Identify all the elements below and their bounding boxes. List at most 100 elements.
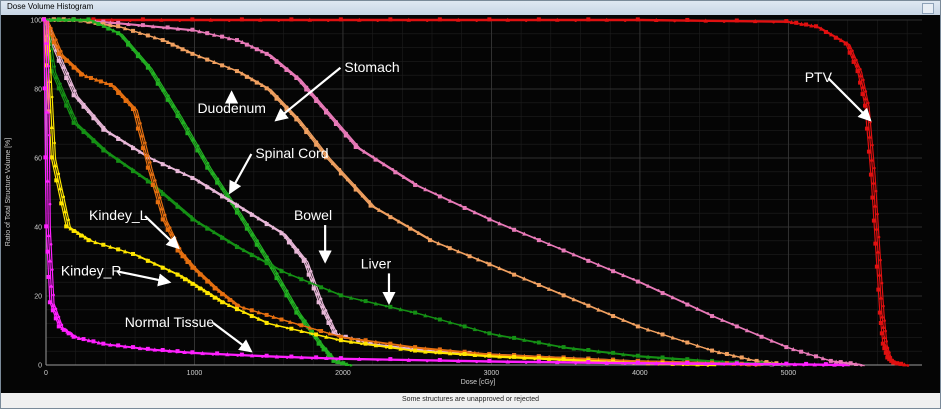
data-marker <box>145 33 149 37</box>
x-tick-label: 2000 <box>335 370 351 377</box>
data-marker <box>178 19 182 22</box>
data-marker <box>81 233 84 237</box>
data-marker <box>635 360 640 365</box>
data-marker <box>318 340 322 343</box>
data-marker <box>862 78 865 82</box>
data-marker <box>284 293 289 298</box>
data-marker <box>68 61 73 66</box>
data-marker <box>185 277 188 281</box>
data-marker <box>706 312 710 315</box>
data-marker <box>50 308 55 313</box>
data-marker <box>43 155 48 160</box>
data-marker <box>47 258 53 263</box>
data-marker <box>175 204 180 209</box>
data-marker <box>411 180 414 184</box>
data-marker <box>219 35 223 39</box>
data-marker <box>195 148 200 153</box>
data-marker <box>508 226 512 229</box>
data-marker <box>249 232 255 237</box>
data-marker <box>657 289 660 292</box>
data-marker <box>891 358 895 362</box>
data-marker <box>298 314 304 319</box>
data-marker <box>883 319 886 323</box>
data-marker <box>864 126 869 131</box>
data-marker <box>56 17 61 22</box>
data-marker <box>81 72 84 75</box>
data-marker <box>157 78 160 81</box>
data-marker <box>53 311 59 316</box>
series-stomach <box>41 17 865 367</box>
data-marker <box>69 332 73 335</box>
data-marker <box>165 227 170 232</box>
data-marker <box>657 331 660 335</box>
data-marker <box>52 163 58 168</box>
data-marker <box>53 141 56 145</box>
data-marker <box>141 58 146 63</box>
annotation-label: Kindey_L <box>89 207 148 223</box>
data-marker <box>160 189 164 193</box>
dvh-chart[interactable]: 0 1000 2000 3000 4000 5000 0 20 40 60 80 100 Stomac… <box>1 15 940 393</box>
data-marker <box>145 348 149 351</box>
data-marker <box>169 231 174 236</box>
data-marker <box>53 75 59 80</box>
data-marker <box>325 349 330 354</box>
data-marker <box>249 211 253 215</box>
data-marker <box>485 261 489 265</box>
data-marker <box>324 347 328 351</box>
data-marker <box>536 359 541 364</box>
data-marker <box>305 263 310 268</box>
y-tick-label: 40 <box>34 225 42 232</box>
data-marker <box>409 345 413 349</box>
data-marker <box>533 281 536 285</box>
data-marker <box>160 192 165 197</box>
data-marker <box>869 157 874 162</box>
data-marker <box>180 119 186 125</box>
data-marker <box>131 46 136 51</box>
data-marker <box>264 220 268 224</box>
data-marker <box>536 17 541 22</box>
data-marker <box>331 331 336 336</box>
data-marker <box>289 17 294 22</box>
data-marker <box>384 345 388 349</box>
data-marker <box>426 236 429 239</box>
data-marker <box>276 95 279 98</box>
data-marker <box>53 316 58 321</box>
data-marker <box>158 196 162 199</box>
data-marker <box>175 350 178 354</box>
data-marker <box>876 287 881 292</box>
data-marker <box>100 80 103 83</box>
data-marker <box>50 95 54 99</box>
data-marker <box>56 51 61 56</box>
data-marker <box>878 320 883 325</box>
data-marker <box>160 349 164 353</box>
data-marker <box>296 248 300 252</box>
data-marker <box>360 193 365 198</box>
data-marker <box>313 335 318 340</box>
data-marker <box>881 324 886 329</box>
data-marker <box>190 217 195 222</box>
data-marker <box>299 121 304 127</box>
plot-area[interactable]: 0 1000 2000 3000 4000 5000 0 20 40 60 80 100 Stomac… <box>1 15 940 393</box>
data-marker <box>88 238 92 242</box>
data-marker <box>54 178 59 183</box>
data-marker <box>533 340 536 344</box>
data-marker <box>274 276 279 281</box>
window-control-button[interactable] <box>922 3 934 14</box>
data-marker <box>121 35 126 40</box>
data-marker <box>76 97 82 102</box>
data-marker <box>866 149 871 154</box>
data-marker <box>211 353 215 356</box>
data-marker <box>855 69 860 74</box>
data-marker <box>882 335 887 340</box>
data-marker <box>319 297 323 301</box>
data-marker <box>822 364 825 367</box>
data-marker <box>92 340 96 344</box>
data-marker <box>316 341 321 346</box>
series-line <box>48 19 910 367</box>
data-marker <box>828 359 832 362</box>
data-marker <box>135 126 140 131</box>
data-marker <box>50 47 54 51</box>
data-marker <box>294 310 299 315</box>
data-marker <box>162 26 165 30</box>
data-marker <box>304 257 307 261</box>
